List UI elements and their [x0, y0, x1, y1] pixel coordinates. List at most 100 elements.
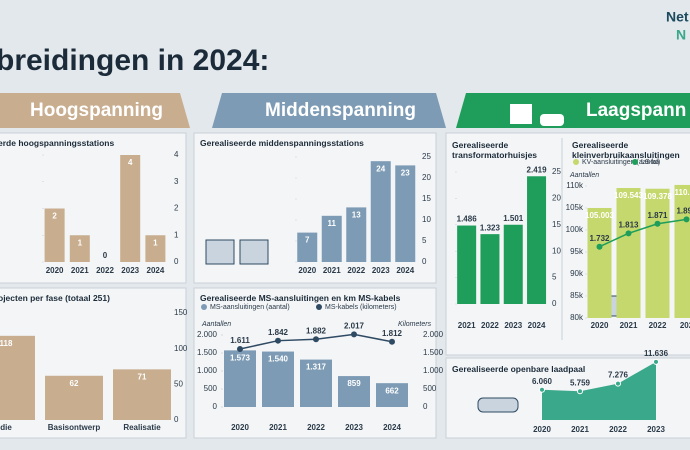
tick-label: 5 [552, 273, 557, 282]
car-icon [477, 397, 519, 413]
tick-label: 5 [422, 236, 427, 245]
data-label: 1.882 [306, 326, 327, 335]
point [683, 216, 690, 223]
data-label: 109.378 [643, 192, 672, 201]
data-label: 110.24 [674, 188, 690, 197]
bar [145, 235, 166, 262]
tick-label: 2.000 [423, 330, 444, 339]
data-label: 23 [401, 169, 410, 178]
bar [370, 161, 391, 262]
axis-label: Aantallen [201, 321, 231, 328]
tick-label: 15 [422, 194, 431, 203]
section-label: Laagspann [586, 100, 686, 121]
data-label: 1.812 [382, 329, 403, 338]
data-label: 1.813 [618, 220, 639, 229]
tick-label: 2.000 [197, 330, 218, 339]
data-label: 1.317 [306, 363, 327, 372]
data-label: 105.003 [585, 211, 614, 220]
point [389, 338, 395, 345]
x-tick-label: 2023 [121, 266, 139, 275]
bar [457, 225, 477, 304]
car-icon [540, 114, 564, 126]
data-label: 1.573 [230, 353, 251, 362]
tick-label: 25 [422, 152, 431, 161]
tick-label: 50 [174, 379, 183, 388]
chart-title: ojecten per fase (totaal 251) [0, 293, 110, 303]
x-tick-label: 2022 [609, 425, 627, 434]
data-label: 1.486 [457, 215, 478, 224]
page-title: breidingen in 2024: [0, 44, 269, 77]
x-tick-label: 2024 [528, 321, 546, 330]
banner [0, 93, 190, 128]
section-label: Middenspanning [265, 100, 416, 121]
x-tick-label: 2021 [620, 321, 638, 330]
data-label: 71 [138, 372, 147, 381]
x-tick-label: 2022 [307, 423, 325, 432]
point [539, 386, 545, 393]
bar [503, 224, 523, 304]
tick-label: 90k [570, 269, 584, 278]
x-tick-label: 2022 [347, 266, 365, 275]
chart-title: erde hoogspanningsstations [0, 138, 115, 148]
data-label: 1.611 [230, 336, 250, 345]
tick-label: 1.500 [197, 348, 218, 357]
legend-swatch [201, 304, 207, 310]
point [313, 336, 319, 343]
data-label: 1.501 [503, 214, 524, 223]
data-label: 2.419 [527, 165, 548, 174]
bar [0, 335, 35, 420]
data-label: 1.732 [589, 234, 610, 243]
point [625, 230, 632, 237]
data-label: 5.759 [570, 378, 591, 387]
tick-label: 0 [174, 257, 179, 266]
x-tick-label: 2024 [147, 266, 165, 275]
data-label: 7.276 [608, 371, 629, 380]
bar [587, 207, 612, 318]
tick-label: 1.000 [423, 366, 444, 375]
bar [480, 234, 500, 304]
data-label: 24 [376, 164, 385, 173]
x-tick-label: 2023 [372, 266, 390, 275]
data-label: 1 [153, 238, 158, 247]
data-label: 1.540 [268, 355, 289, 364]
tick-label: 25 [552, 167, 561, 176]
x-tick-label: 2022 [481, 321, 499, 330]
tick-label: 10 [422, 215, 431, 224]
data-label: 7 [305, 236, 310, 245]
x-tick-label: 2024 [383, 423, 401, 432]
x-tick-label: 2023 [345, 423, 363, 432]
tick-label: 1.500 [423, 348, 444, 357]
area [542, 361, 656, 420]
data-label: 662 [385, 386, 399, 395]
data-label: 1.898 [676, 206, 690, 215]
chart-title: Gerealiseerde middenspanningsstations [200, 138, 364, 148]
x-tick-label: 2021 [458, 321, 476, 330]
bar [300, 359, 332, 407]
data-label: 4 [128, 158, 133, 167]
bar [113, 369, 171, 420]
x-tick-label: 2020 [231, 423, 249, 432]
legend-label: MS-aansluitingen (aantal) [210, 304, 290, 311]
legend-swatch [632, 159, 638, 165]
bar [45, 375, 103, 420]
station-icon [205, 239, 235, 265]
bar [224, 350, 256, 407]
data-label: 109.543 [614, 191, 643, 200]
axis-label: Aantallen [569, 172, 599, 179]
legend-label: LS-ka [641, 159, 659, 166]
tick-label: 10 [552, 246, 561, 255]
data-label: 0 [103, 251, 108, 260]
x-tick-label: 2023 [647, 425, 665, 434]
tick-label: 95k [570, 247, 584, 256]
banner [212, 93, 446, 128]
bar [616, 188, 641, 318]
tick-label: 85k [570, 291, 584, 300]
bar [346, 207, 367, 262]
data-label: 859 [347, 379, 361, 388]
tick-label: 150 [174, 308, 188, 317]
tick-label: 3 [174, 177, 179, 186]
x-tick-label: Realisatie [123, 423, 161, 432]
bar [338, 376, 370, 407]
bar [376, 383, 408, 407]
